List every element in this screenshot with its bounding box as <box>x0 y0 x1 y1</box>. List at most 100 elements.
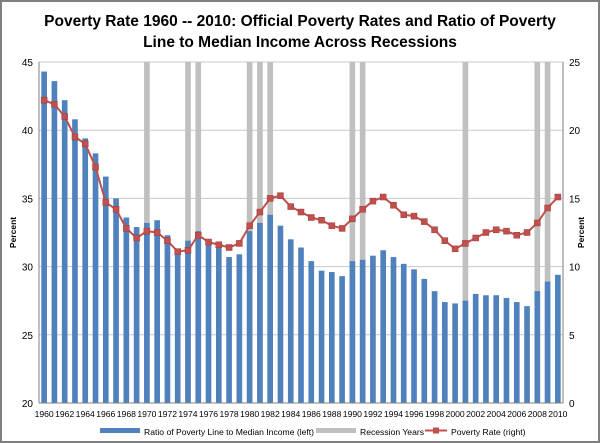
poverty-rate-point <box>51 101 58 108</box>
ratio-bar <box>349 261 356 403</box>
recession-band <box>359 62 366 403</box>
ratio-bar <box>236 254 243 403</box>
x-tick-label: 1994 <box>384 409 403 419</box>
right-axis-title: Percent <box>576 217 586 248</box>
ratio-bar <box>452 303 458 403</box>
poverty-rate-point <box>369 197 377 205</box>
ratio-bar <box>246 231 253 403</box>
ratio-bar <box>503 297 510 403</box>
right-y-tick-label: 5 <box>569 331 575 342</box>
poverty-rate-point <box>123 225 130 232</box>
left-axis-title: Percent <box>8 217 18 248</box>
poverty-rate-point <box>328 222 336 229</box>
ratio-bar <box>154 220 160 403</box>
ratio-bar <box>164 235 171 403</box>
recession-band <box>349 62 356 403</box>
poverty-rate-point <box>431 226 438 234</box>
poverty-rate-point <box>462 240 469 247</box>
poverty-rate-point <box>184 246 192 254</box>
poverty-rate-point <box>523 229 531 236</box>
x-tick-label: 1972 <box>158 409 177 419</box>
x-tick-label: 1970 <box>137 409 156 419</box>
ratio-bar <box>493 295 500 403</box>
ratio-bar <box>174 248 181 403</box>
poverty-rate-point <box>92 163 99 171</box>
x-tick-label: 1962 <box>55 409 74 419</box>
x-tick-label: 1984 <box>281 409 300 419</box>
ratio-bar <box>72 119 78 404</box>
ratio-bar <box>226 257 232 403</box>
x-tick-label: 1960 <box>35 409 54 419</box>
chart-title-line-1: Poverty Rate 1960 -- 2010: Official Pove… <box>44 13 556 30</box>
poverty-rate-point <box>277 192 284 199</box>
ratio-bar <box>318 270 325 403</box>
poverty-rate-point <box>513 231 521 239</box>
x-tick-label: 1976 <box>199 409 218 419</box>
poverty-rate-point <box>112 206 120 213</box>
ratio-bar <box>513 302 520 403</box>
ratio-bar <box>144 222 150 403</box>
poverty-rate-point <box>256 208 264 216</box>
poverty-rate-point <box>174 248 181 255</box>
ratio-bar <box>483 295 489 403</box>
poverty-rate-point <box>40 96 48 104</box>
poverty-rate-point <box>236 240 243 247</box>
ratio-bar <box>41 71 47 403</box>
ratio-bar <box>195 231 202 403</box>
x-tick-label: 2010 <box>548 409 567 419</box>
x-tick-label: 1996 <box>404 409 423 419</box>
ratio-bar <box>421 278 428 403</box>
poverty-rate-point <box>102 199 110 206</box>
ratio-bar <box>61 100 68 403</box>
legend-swatch-ratio <box>100 428 140 433</box>
x-tick-label: 1966 <box>96 409 115 419</box>
right-y-tick-label: 15 <box>569 194 581 205</box>
ratio-bar <box>267 214 274 403</box>
poverty-rate-point <box>390 201 397 209</box>
poverty-rate-point <box>205 238 212 246</box>
x-tick-label: 1986 <box>302 409 321 419</box>
recession-band <box>544 62 551 403</box>
poverty-rate-point <box>143 227 151 235</box>
x-tick-label: 1990 <box>343 409 362 419</box>
ratio-bar <box>390 257 397 403</box>
right-y-tick-label: 0 <box>569 399 575 410</box>
poverty-rate-point <box>61 113 68 120</box>
x-tick-label: 2000 <box>446 409 465 419</box>
legend-label-ratio: Ratio of Poverty Line to Median Income (… <box>144 427 314 437</box>
recession-band <box>534 62 541 403</box>
poverty-rate-point <box>349 215 356 223</box>
ratio-bar <box>534 291 541 403</box>
x-tick-label: 1992 <box>363 409 382 419</box>
ratio-bar <box>113 198 119 403</box>
poverty-rate-point <box>133 234 140 242</box>
x-tick-label: 1980 <box>240 409 259 419</box>
poverty-rate-point <box>379 193 387 201</box>
poverty-rate-point <box>554 193 562 201</box>
ratio-bar <box>462 300 469 403</box>
poverty-rate-point <box>400 211 407 219</box>
ratio-bar <box>185 240 191 403</box>
poverty-rate-point <box>246 222 253 229</box>
x-tick-label: 1968 <box>117 409 136 419</box>
left-y-tick-label: 25 <box>22 331 34 342</box>
ratio-bar <box>524 306 530 403</box>
ratio-bar <box>555 274 561 403</box>
right-y-tick-label: 25 <box>569 58 581 69</box>
ratio-bar <box>328 272 335 403</box>
poverty-rate-point <box>215 241 223 249</box>
recession-band <box>185 62 191 403</box>
poverty-rate-point <box>81 140 89 148</box>
legend-swatch-recession <box>316 428 356 433</box>
ratio-bar <box>472 293 479 403</box>
poverty-rate-point <box>421 218 428 225</box>
ratio-bar <box>277 225 284 403</box>
x-tick-label: 2002 <box>466 409 485 419</box>
left-y-tick-label: 45 <box>22 58 34 69</box>
poverty-rate-point <box>410 212 418 220</box>
ratio-bar <box>431 291 438 403</box>
ratio-bar <box>370 255 376 403</box>
ratio-bar <box>380 250 387 403</box>
x-tick-label: 1964 <box>76 409 95 419</box>
